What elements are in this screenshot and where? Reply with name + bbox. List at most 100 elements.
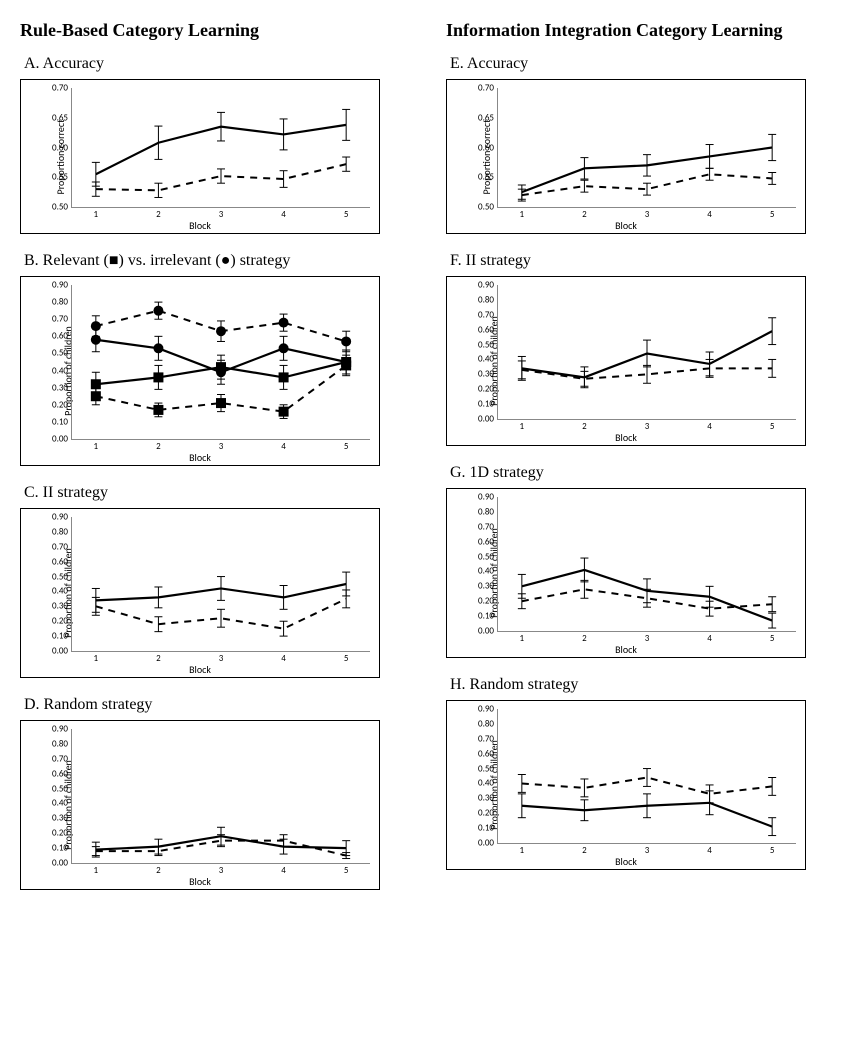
y-tick: 0.00 [478, 838, 494, 849]
y-tick: 0.10 [478, 399, 494, 410]
y-tick: 0.30 [52, 601, 68, 612]
x-tick: 5 [770, 421, 775, 432]
panel-title: A. Accuracy [24, 55, 406, 73]
y-tick: 0.30 [52, 382, 68, 393]
left-column: Rule-Based Category Learning A. Accuracy… [20, 20, 406, 908]
y-tick: 0.20 [478, 384, 494, 395]
y-tick: 0.80 [478, 294, 494, 305]
y-tick: 0.00 [478, 414, 494, 425]
y-tick: 0.55 [52, 172, 68, 183]
x-tick: 2 [582, 633, 587, 644]
chart-box: Proportion of childrenBlock0.000.100.200… [446, 488, 806, 658]
y-tick: 0.00 [478, 626, 494, 637]
panel-title: G. 1D strategy [450, 464, 832, 482]
x-tick: 2 [156, 209, 161, 220]
y-tick: 0.50 [478, 763, 494, 774]
plot-area: 0.000.100.200.300.400.500.600.700.800.90… [71, 517, 370, 652]
y-tick: 0.30 [52, 813, 68, 824]
marker-circle [279, 343, 289, 353]
y-tick: 0.80 [478, 718, 494, 729]
y-tick: 0.90 [478, 704, 494, 715]
y-tick: 0.00 [52, 434, 68, 445]
marker-circle [91, 321, 101, 331]
x-tick: 2 [156, 653, 161, 664]
panel-H: H. Random strategyProportion of children… [446, 676, 832, 870]
x-tick: 5 [344, 441, 349, 452]
x-axis-label: Block [189, 663, 211, 676]
y-tick: 0.20 [52, 399, 68, 410]
x-tick: 3 [645, 421, 650, 432]
panel-title: B. Relevant (■) vs. irrelevant (●) strat… [24, 252, 406, 270]
x-tick: 1 [520, 421, 525, 432]
chart-box: Proportion of childrenBlock0.000.100.200… [446, 276, 806, 446]
y-tick: 0.80 [52, 738, 68, 749]
marker-circle [341, 336, 351, 346]
panel-C: C. II strategyProportion of childrenBloc… [20, 484, 406, 678]
panel-F: F. II strategyProportion of childrenBloc… [446, 252, 832, 446]
y-tick: 0.30 [478, 369, 494, 380]
panel-G: G. 1D strategy Proportion of childrenBloc… [446, 464, 832, 658]
y-tick: 0.40 [52, 798, 68, 809]
y-tick: 0.50 [52, 202, 68, 213]
y-tick: 0.20 [478, 808, 494, 819]
y-tick: 0.20 [52, 616, 68, 627]
x-tick: 4 [707, 421, 712, 432]
right-header: Information Integration Category Learnin… [446, 20, 832, 41]
chart-box: Proportion correctBlock0.500.550.600.650… [20, 79, 380, 234]
plot-area: 0.000.100.200.300.400.500.600.700.800.90… [497, 285, 796, 420]
marker-circle [153, 343, 163, 353]
y-tick: 0.60 [52, 556, 68, 567]
y-tick: 0.65 [52, 112, 68, 123]
y-tick: 0.10 [52, 843, 68, 854]
x-tick: 4 [707, 845, 712, 856]
y-tick: 0.70 [52, 753, 68, 764]
panel-E: E. AccuracyProportion correctBlock0.500.… [446, 55, 832, 234]
panel-title: F. II strategy [450, 252, 832, 270]
marker-square [279, 372, 289, 382]
panel-title: E. Accuracy [450, 55, 832, 73]
x-tick: 2 [582, 421, 587, 432]
series-layer [498, 88, 796, 207]
series-layer [72, 285, 370, 439]
marker-circle [279, 318, 289, 328]
marker-square [216, 362, 226, 372]
x-tick: 1 [94, 441, 99, 452]
panel-title: D. Random strategy [24, 696, 406, 714]
y-tick: 0.30 [478, 793, 494, 804]
x-tick: 2 [582, 845, 587, 856]
series-layer [72, 88, 370, 207]
y-tick: 0.60 [478, 748, 494, 759]
y-tick: 0.80 [478, 506, 494, 517]
marker-square [279, 407, 289, 417]
x-tick: 2 [156, 865, 161, 876]
y-tick: 0.50 [478, 202, 494, 213]
panel-title: H. Random strategy [450, 676, 832, 694]
x-tick: 1 [520, 209, 525, 220]
x-tick: 1 [520, 633, 525, 644]
marker-square [216, 398, 226, 408]
x-tick: 4 [707, 209, 712, 220]
y-tick: 0.65 [478, 112, 494, 123]
x-tick: 5 [344, 865, 349, 876]
marker-square [153, 405, 163, 415]
x-tick: 4 [281, 209, 286, 220]
y-tick: 0.70 [478, 733, 494, 744]
y-tick: 0.20 [478, 596, 494, 607]
x-tick: 4 [707, 633, 712, 644]
x-axis-label: Block [189, 451, 211, 464]
marker-square [153, 372, 163, 382]
y-tick: 0.40 [478, 778, 494, 789]
right-column: Information Integration Category Learnin… [446, 20, 832, 908]
x-tick: 1 [520, 845, 525, 856]
y-tick: 0.50 [478, 551, 494, 562]
y-tick: 0.10 [52, 416, 68, 427]
series-layer [498, 709, 796, 843]
x-tick: 3 [645, 209, 650, 220]
panel-title: C. II strategy [24, 484, 406, 502]
x-tick: 3 [645, 633, 650, 644]
x-tick: 4 [281, 653, 286, 664]
y-tick: 0.50 [478, 339, 494, 350]
y-tick: 0.70 [478, 309, 494, 320]
y-tick: 0.90 [478, 280, 494, 291]
y-tick: 0.60 [478, 536, 494, 547]
